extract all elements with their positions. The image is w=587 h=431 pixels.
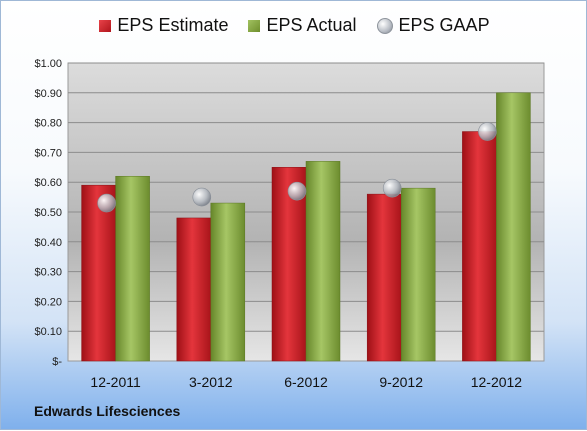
bar-eps-actual [115,175,150,362]
legend-marker-gaap [376,17,393,34]
legend-swatch-actual [248,19,261,32]
legend-item-actual: EPS Actual [248,15,357,36]
bar-eps-estimate [271,167,307,362]
x-tick-label: 12-2011 [90,374,141,390]
legend-swatch-estimate [99,19,112,32]
bar-eps-estimate [176,217,212,362]
point-eps-gaap [287,181,307,201]
company-name: Edwards Lifesciences [34,403,181,419]
y-tick-label: $0.10 [34,326,62,338]
bar-eps-estimate [462,131,497,362]
y-tick-label: $0.70 [34,147,62,159]
x-tick-label: 9-2012 [379,374,423,390]
point-eps-gaap [192,187,212,207]
y-tick-label: $1.00 [34,58,62,70]
y-tick-label: $0.30 [34,267,62,279]
point-eps-gaap [478,122,497,141]
bar-eps-actual [496,92,531,362]
y-tick-label: $0.80 [34,118,62,130]
y-tick-label: $0.40 [34,237,62,249]
x-tick-label: 6-2012 [284,374,328,390]
x-tick-label: 12-2012 [471,374,523,390]
y-tick-label: $0.60 [34,177,62,189]
point-eps-gaap [382,178,402,198]
bar-eps-estimate [81,184,116,362]
y-tick-label: $0.90 [34,88,62,100]
y-tick-label: $0.50 [34,207,62,219]
legend-label-estimate: EPS Estimate [117,15,229,35]
legend-label-gaap: EPS GAAP [398,15,490,35]
legend-item-estimate: EPS Estimate [99,15,228,36]
bar-eps-estimate [366,193,402,362]
y-tick-label: $0.20 [34,296,62,308]
bar-eps-actual [305,161,341,362]
legend: EPS Estimate EPS Actual EPS GAAP [1,15,587,36]
bar-eps-actual [400,187,436,362]
y-tick-label: $- [52,356,62,368]
legend-label-actual: EPS Actual [266,15,357,35]
x-tick-label: 3-2012 [189,374,233,390]
legend-item-gaap: EPS GAAP [376,15,490,36]
bar-eps-actual [210,202,246,362]
point-eps-gaap [97,193,116,213]
